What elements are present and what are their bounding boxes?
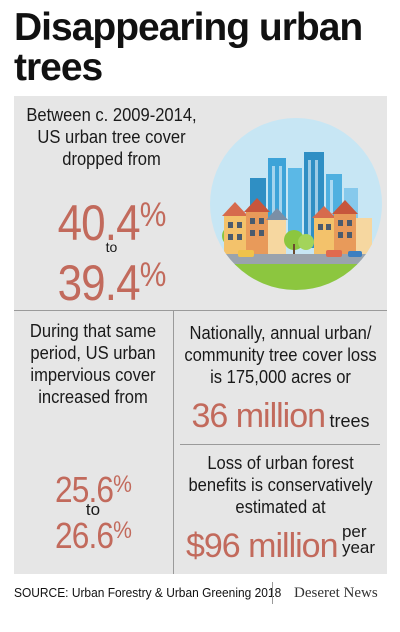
tree-cover-text: Between c. 2009-2014, US urban tree cove…: [26, 105, 197, 169]
benefits-loss-value: $96 million: [185, 527, 339, 565]
divider-horizontal-top: [14, 310, 387, 311]
benefits-loss-per: per year: [341, 522, 376, 557]
city-buildings-icon: [210, 118, 382, 290]
impervious-cover-to: 26.6%: [23, 512, 162, 555]
tree-cover-from: 40.4%: [26, 190, 198, 248]
infographic-panel: Between c. 2009-2014, US urban tree cove…: [14, 96, 387, 574]
benefits-loss-text: Loss of urban forest benefits is conserv…: [188, 453, 373, 517]
tree-cover-to: 39.4%: [26, 250, 198, 308]
benefits-loss-highlight: $96 million per year: [174, 522, 387, 566]
impervious-cover-connector: to: [85, 500, 101, 519]
impervious-cover-from-value: 25.6: [54, 469, 114, 510]
divider-horizontal-right: [180, 444, 380, 445]
impervious-cover-to-value: 26.6: [54, 515, 114, 556]
source-citation: SOURCE: Urban Forestry & Urban Greening …: [14, 585, 282, 600]
tree-loss-text: Nationally, annual urban/ community tree…: [184, 323, 377, 387]
year-label: year: [341, 538, 376, 557]
tree-cover-to-value: 39.4: [57, 255, 141, 311]
brand-logo: Deseret News: [294, 585, 378, 601]
impervious-cover-to-unit: %: [113, 517, 132, 544]
divider-vertical: [173, 310, 174, 574]
impervious-cover-from: 25.6%: [23, 466, 162, 509]
tree-loss-unit: trees: [329, 411, 370, 431]
tree-loss-highlight: 36 million trees: [174, 396, 387, 436]
tree-cover-connector: to: [105, 239, 118, 255]
per-label: per: [341, 522, 367, 541]
tree-cover-to-unit: %: [139, 256, 167, 294]
footer-divider: [272, 582, 273, 604]
impervious-cover-text: During that same period, US urban imperv…: [29, 321, 157, 407]
tree-cover-from-value: 40.4: [57, 195, 141, 251]
impervious-cover-from-unit: %: [113, 471, 132, 498]
page-title: Disappearing urban trees: [14, 6, 363, 89]
tree-cover-from-unit: %: [139, 196, 167, 234]
tree-loss-value: 36 million: [191, 397, 326, 435]
